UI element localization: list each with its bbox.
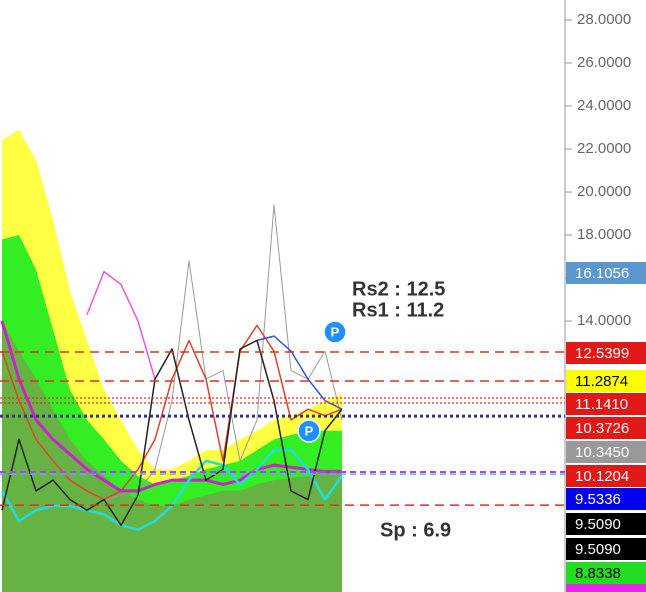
price-tag bbox=[566, 538, 646, 560]
price-tag bbox=[566, 370, 646, 392]
price-tag-label: 11.2874 bbox=[575, 373, 628, 390]
price-tag-label: 10.3450 bbox=[575, 444, 629, 461]
annotation: Rs2 : 12.5 bbox=[352, 278, 445, 300]
price-tag bbox=[566, 417, 646, 439]
y-tick-label: 18.0000 bbox=[577, 226, 631, 243]
annotation: Rs1 : 11.2 bbox=[352, 299, 444, 321]
series-line bbox=[0, 448, 344, 531]
price-tag-label: 9.5336 bbox=[575, 491, 621, 508]
series-line bbox=[103, 204, 343, 501]
tag-cut bbox=[566, 584, 646, 592]
price-tag-label: 12.5399 bbox=[575, 345, 629, 362]
price-tag bbox=[566, 488, 646, 510]
price-tag bbox=[566, 465, 646, 487]
price-tag bbox=[566, 262, 646, 284]
y-tick-label: 24.0000 bbox=[577, 97, 631, 114]
series-line bbox=[1, 339, 343, 527]
price-tag-label: 11.1410 bbox=[575, 396, 628, 413]
pivot-label: P bbox=[331, 324, 340, 339]
y-tick-label: 28.0000 bbox=[577, 11, 631, 28]
price-tag-label: 8.8338 bbox=[575, 565, 621, 582]
price-tag bbox=[566, 441, 646, 463]
price-tag-label: 10.3726 bbox=[575, 420, 629, 437]
series-line bbox=[0, 320, 342, 493]
series-line bbox=[86, 270, 156, 380]
y-tick-label: 20.0000 bbox=[577, 183, 631, 200]
series-line bbox=[256, 335, 343, 410]
y-tick-label: 26.0000 bbox=[577, 54, 631, 71]
price-tag bbox=[566, 562, 646, 584]
price-tag bbox=[566, 342, 646, 364]
price-tag-label: 9.5090 bbox=[575, 516, 621, 533]
pivot-badge bbox=[297, 419, 321, 443]
price-tag-label: 16.1056 bbox=[575, 265, 629, 282]
y-tick-label: 22.0000 bbox=[577, 140, 631, 157]
series-line bbox=[1, 324, 343, 501]
pivot-badge bbox=[323, 320, 347, 344]
pivot-label: P bbox=[305, 423, 314, 438]
annotation: Sp : 6.9 bbox=[380, 519, 451, 541]
area bbox=[2, 321, 342, 592]
price-tag bbox=[566, 513, 646, 535]
price-tag-label: 10.1204 bbox=[575, 468, 629, 485]
y-tick-label: 14.0000 bbox=[577, 312, 631, 329]
price-tag-label: 9.5090 bbox=[575, 541, 621, 558]
price-tag bbox=[566, 393, 646, 415]
